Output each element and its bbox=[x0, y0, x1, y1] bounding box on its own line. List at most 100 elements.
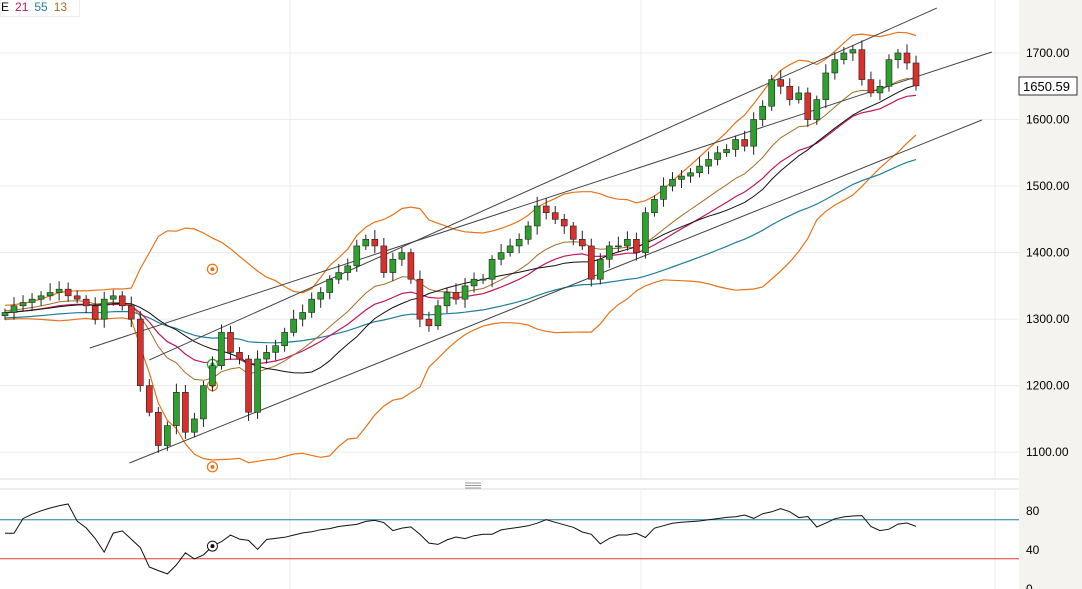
candle-body-up bbox=[398, 252, 406, 260]
legend-ema21: 21 bbox=[15, 0, 29, 14]
candle bbox=[633, 232, 640, 261]
rsi-tick-label: 80 bbox=[1026, 504, 1040, 518]
y-tick-label: 1100.00 bbox=[1026, 445, 1069, 459]
candle-body-down bbox=[137, 318, 144, 386]
candle bbox=[822, 64, 830, 109]
candle-body-up bbox=[795, 92, 803, 100]
candle bbox=[281, 327, 288, 352]
candle bbox=[73, 290, 81, 304]
candle-body-down bbox=[227, 332, 234, 353]
y-tick-label: 1400.00 bbox=[1026, 246, 1070, 260]
candle-body-up bbox=[822, 72, 830, 100]
candle-body-down bbox=[425, 318, 433, 327]
y-tick-label: 1600.00 bbox=[1026, 113, 1070, 127]
candle-body-down bbox=[542, 205, 550, 213]
candle bbox=[894, 49, 902, 69]
candle-body-down bbox=[146, 385, 153, 413]
candle bbox=[37, 291, 45, 306]
candle bbox=[344, 258, 352, 281]
candle-body-up bbox=[263, 352, 270, 360]
candle-body-up bbox=[624, 238, 631, 247]
candle-body-up bbox=[479, 278, 487, 281]
candle bbox=[804, 87, 812, 127]
candle bbox=[146, 378, 153, 417]
candle bbox=[732, 135, 739, 157]
candle-body-up bbox=[894, 52, 902, 60]
candle-body-down bbox=[569, 225, 577, 240]
candle bbox=[82, 295, 90, 314]
candle-body-up bbox=[470, 278, 478, 287]
candle bbox=[227, 325, 234, 360]
candle-body-down bbox=[407, 252, 415, 280]
candle-body-up bbox=[55, 288, 63, 293]
candle-body-down bbox=[73, 295, 81, 300]
legend-ema13: 13 bbox=[53, 0, 68, 14]
rsi-line bbox=[5, 503, 917, 575]
candle-body-up bbox=[750, 119, 757, 147]
candle-body-up bbox=[669, 179, 676, 187]
candle-body-up bbox=[19, 302, 27, 307]
pane-divider[interactable] bbox=[0, 479, 1019, 490]
bollinger-lower bbox=[4, 134, 917, 464]
candle bbox=[597, 253, 604, 285]
candle bbox=[461, 277, 469, 308]
candle bbox=[290, 309, 297, 337]
candle bbox=[245, 355, 252, 421]
candle-body-up bbox=[443, 292, 451, 307]
candle bbox=[714, 146, 721, 166]
candle bbox=[660, 177, 667, 207]
candle bbox=[182, 384, 189, 439]
candle-body-down bbox=[416, 278, 424, 320]
candle-body-down bbox=[903, 52, 911, 64]
candle bbox=[542, 198, 550, 220]
candle-body-down bbox=[245, 358, 252, 413]
candle-body-up bbox=[606, 245, 613, 260]
candle-body-down bbox=[182, 392, 189, 433]
candle-body-up bbox=[326, 278, 334, 293]
candle bbox=[759, 100, 766, 127]
candle bbox=[479, 273, 487, 284]
candle-body-up bbox=[524, 225, 532, 240]
candle bbox=[380, 237, 388, 278]
candle bbox=[308, 292, 315, 318]
candle-body-up bbox=[191, 418, 198, 433]
candle bbox=[497, 243, 505, 266]
candle-body-down bbox=[633, 238, 640, 253]
candle bbox=[867, 71, 875, 97]
candle bbox=[813, 95, 821, 125]
candle-body-up bbox=[290, 318, 297, 333]
candle bbox=[19, 295, 27, 312]
candle bbox=[55, 281, 63, 301]
candle bbox=[587, 238, 595, 287]
candle bbox=[407, 248, 415, 284]
candle bbox=[28, 293, 36, 312]
candle bbox=[353, 239, 361, 272]
legend-ema55: 55 bbox=[34, 0, 48, 14]
candle-body-up bbox=[705, 159, 712, 167]
candle-body-down bbox=[560, 219, 568, 227]
y-tick-label: 1300.00 bbox=[1026, 312, 1070, 326]
legend-label: E bbox=[1, 0, 10, 14]
candle bbox=[795, 86, 803, 104]
candle bbox=[1, 308, 9, 320]
candle bbox=[750, 112, 757, 155]
candle-body-down bbox=[578, 238, 586, 247]
pane-resize-handle[interactable] bbox=[465, 482, 481, 489]
candle-body-down bbox=[371, 238, 379, 247]
candle-body-up bbox=[272, 345, 279, 353]
candle-body-up bbox=[46, 292, 54, 297]
candle bbox=[669, 172, 676, 192]
candle-body-up bbox=[597, 258, 604, 280]
candle bbox=[434, 299, 442, 330]
candle bbox=[551, 206, 559, 224]
y-tick-label: 1500.00 bbox=[1026, 179, 1070, 193]
candle-body-up bbox=[37, 295, 45, 300]
candle-body-up bbox=[488, 258, 496, 280]
candle bbox=[100, 291, 108, 328]
candle-body-up bbox=[109, 295, 117, 300]
candle-body-up bbox=[434, 305, 442, 327]
middle-channel bbox=[89, 51, 992, 349]
candle-body-up bbox=[723, 149, 730, 154]
candle-body-up bbox=[10, 305, 18, 313]
